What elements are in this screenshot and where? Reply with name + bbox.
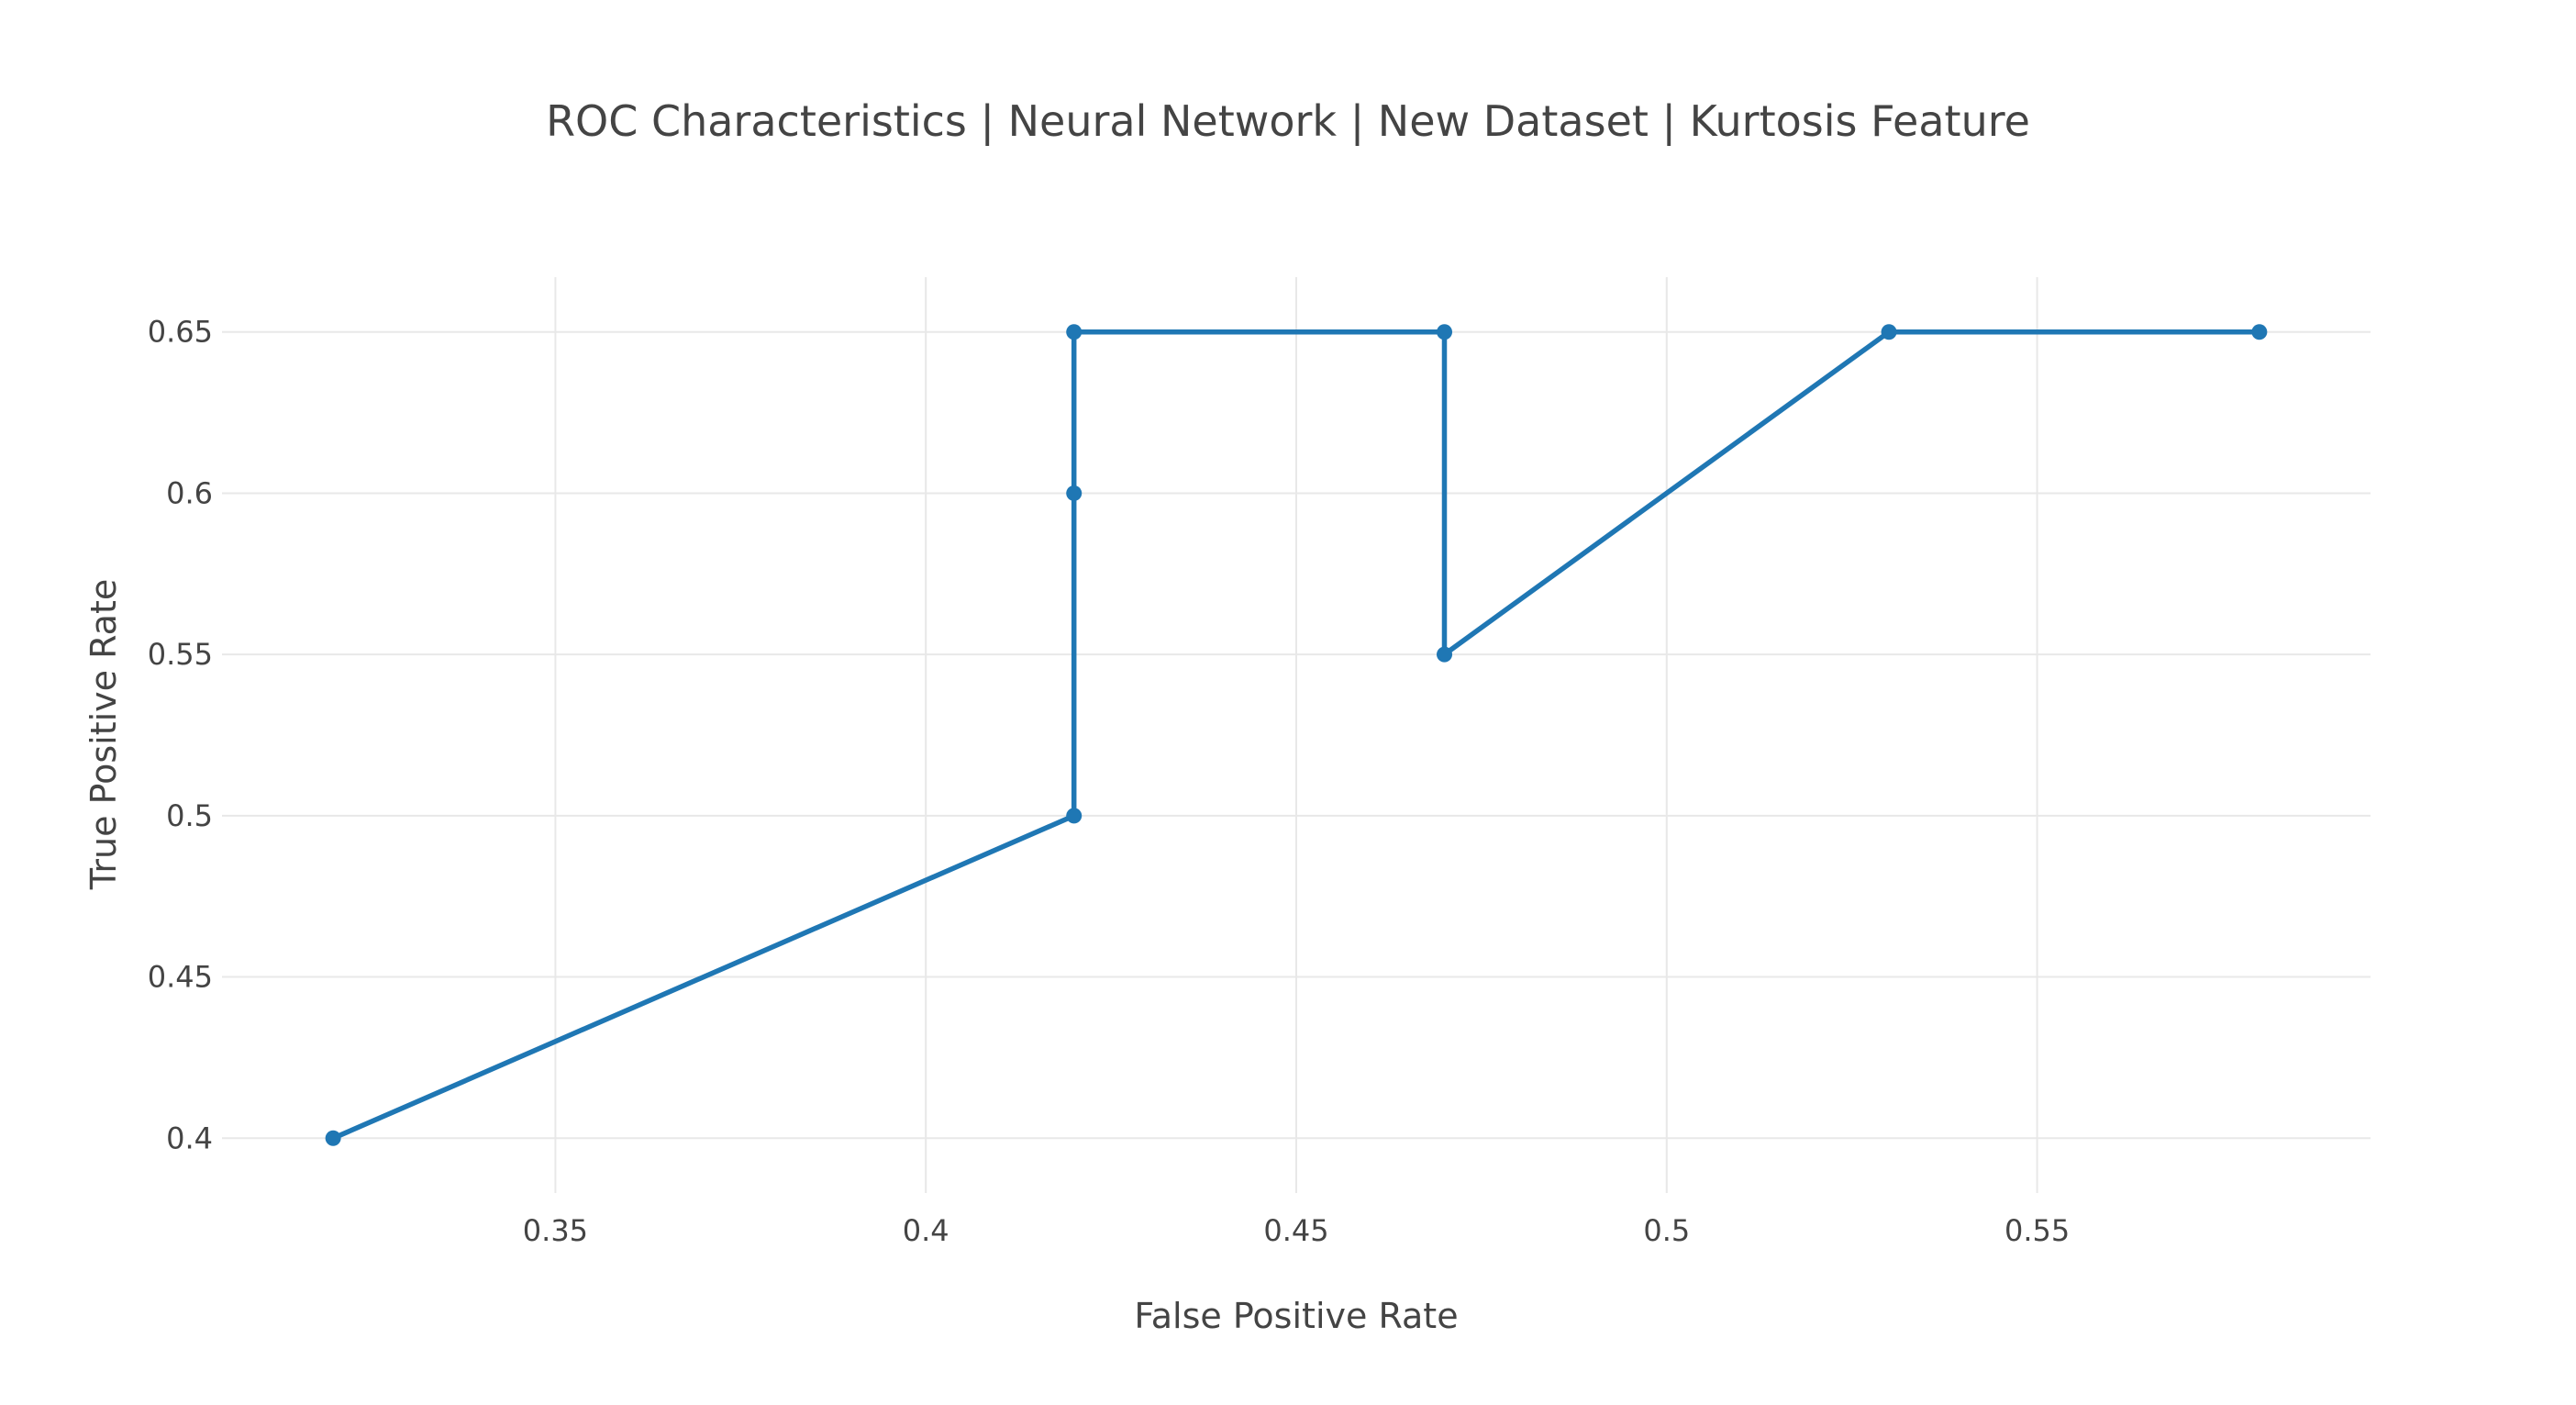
y-tick-label: 0.45 xyxy=(148,960,213,995)
roc-data-point[interactable] xyxy=(1881,324,1897,340)
y-axis-title: True Positive Rate xyxy=(83,579,124,891)
y-tick-label: 0.5 xyxy=(166,798,213,833)
x-axis-ticks: 0.35 0.4 0.45 0.5 0.55 xyxy=(523,1213,2070,1248)
y-tick-label: 0.55 xyxy=(148,637,213,672)
x-tick-label: 0.35 xyxy=(523,1213,588,1248)
roc-data-point[interactable] xyxy=(1066,808,1083,824)
x-tick-label: 0.45 xyxy=(1263,1213,1328,1248)
roc-data-point[interactable] xyxy=(2251,324,2268,340)
y-axis-ticks: 0.4 0.45 0.5 0.55 0.6 0.65 xyxy=(148,315,213,1156)
x-tick-label: 0.4 xyxy=(903,1213,949,1248)
y-tick-label: 0.4 xyxy=(166,1121,213,1155)
roc-data-point[interactable] xyxy=(325,1130,341,1146)
roc-data-point[interactable] xyxy=(1437,324,1453,340)
series-layer xyxy=(325,324,2268,1146)
y-tick-label: 0.6 xyxy=(166,475,213,510)
roc-data-point[interactable] xyxy=(1066,324,1083,340)
roc-data-point[interactable] xyxy=(1437,646,1453,663)
grid-lines xyxy=(222,277,2371,1193)
chart-title: ROC Characteristics | Neural Network | N… xyxy=(546,96,2030,147)
x-tick-label: 0.5 xyxy=(1643,1213,1690,1248)
x-tick-label: 0.55 xyxy=(2004,1213,2070,1248)
roc-curve-line xyxy=(330,329,2262,1142)
x-axis-title: False Positive Rate xyxy=(1134,1296,1458,1336)
y-tick-label: 0.65 xyxy=(148,315,213,350)
roc-data-point[interactable] xyxy=(1066,485,1083,501)
